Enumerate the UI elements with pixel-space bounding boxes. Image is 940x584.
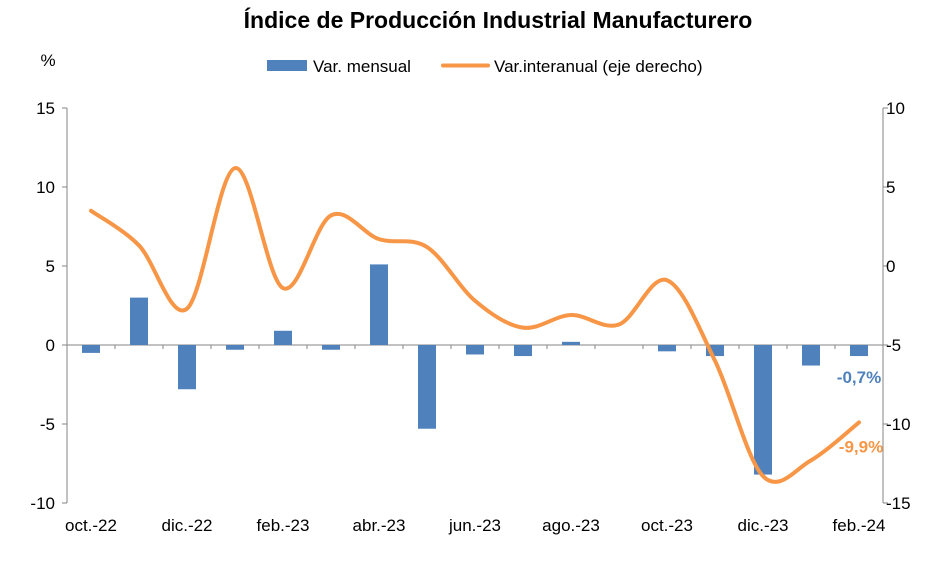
right-tick-label: -5 [886,336,901,355]
bar [130,297,148,345]
bar-series [82,264,868,475]
right-tick-label: 0 [886,257,895,276]
line-series [89,166,861,484]
left-tick-label: 0 [46,336,55,355]
annotations: -0,7% -9,9% [837,368,883,456]
x-tick-label: oct.-22 [65,516,117,535]
bar [706,345,724,357]
left-tick-label: -5 [40,415,55,434]
bar [82,345,100,353]
left-tick-label: -10 [30,494,55,513]
x-tick-label: dic.-22 [161,516,212,535]
legend-label-bar: Var. mensual [313,57,411,76]
bar [226,345,244,350]
bar [418,345,436,429]
right-tick-label: -10 [886,415,911,434]
chart-title: Índice de Producción Industrial Manufact… [244,6,753,33]
bar [562,341,580,345]
bar [322,345,340,350]
left-axis-unit: % [40,51,55,70]
interannual-line [89,166,861,484]
data-annotation: -0,7% [837,368,881,387]
right-tick-label: 10 [886,99,905,118]
x-tick-label: abr.-23 [353,516,406,535]
bar [754,345,772,475]
tick-labels: 15 10 5 0 -5 -10 10 5 0 -5 -10 -15 oct.-22 dic.-22 feb… [30,99,910,535]
right-tick-label: -15 [886,494,911,513]
bar [802,345,820,366]
right-tick-label: 5 [886,178,895,197]
left-tick-label: 5 [46,257,55,276]
bar [466,345,484,355]
bar [658,345,676,352]
x-tick-label: dic.-23 [737,516,788,535]
bar [274,330,292,345]
left-tick-label: 15 [36,99,55,118]
bar [850,345,868,357]
bar [178,345,196,390]
x-tick-label: ago.-23 [542,516,600,535]
x-tick-label: feb.-23 [257,516,310,535]
x-tick-label: oct.-23 [641,516,693,535]
data-annotation: -9,9% [839,437,883,456]
x-tick-label: jun.-23 [448,516,501,535]
legend-label-line: Var.interanual (eje derecho) [494,57,703,76]
bar [370,264,388,345]
legend-swatch-bar [267,60,307,71]
x-tick-label: feb.-24 [833,516,886,535]
bar [514,345,532,357]
left-tick-label: 10 [36,178,55,197]
legend: Var. mensual Var.interanual (eje derecho… [267,57,703,76]
